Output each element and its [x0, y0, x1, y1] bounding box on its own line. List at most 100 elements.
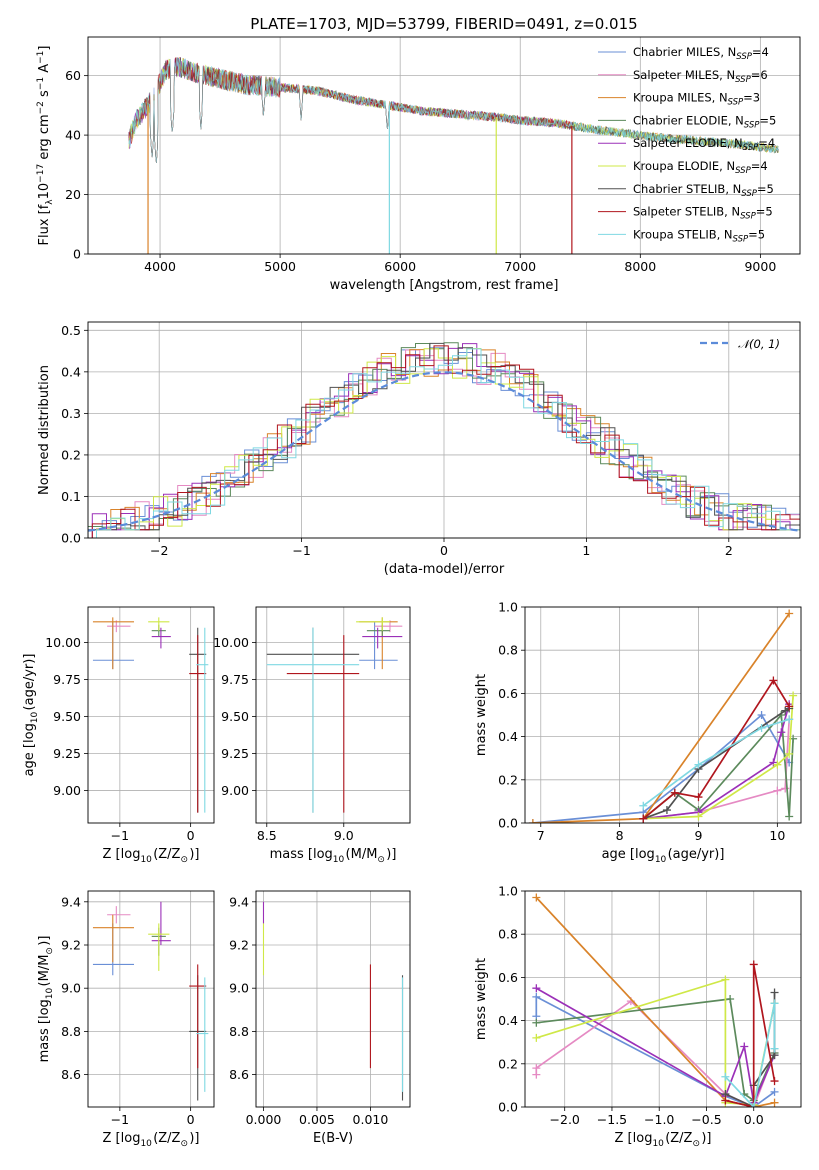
label-part: Z [log — [103, 847, 141, 862]
label-part: SSP — [733, 234, 749, 244]
errorbar-kroupa-stelib — [266, 627, 360, 813]
errorbar-kroupa-elodie — [148, 617, 170, 631]
axes-frame — [255, 606, 411, 824]
label-part: 10 — [37, 183, 52, 200]
weight-line — [725, 992, 776, 1107]
plot-area — [532, 893, 779, 1107]
weight-marker — [777, 728, 786, 737]
weight-marker — [528, 819, 537, 823]
errorbar-chabrier-miles — [92, 923, 135, 976]
label-part: Chabrier ELODIE, N — [633, 113, 744, 127]
legend-label: Chabrier STELIB, NSSP=5 — [633, 182, 774, 199]
x-tick-label: 10 — [769, 828, 785, 843]
x-tick-label: 2 — [725, 543, 733, 558]
label-part: Chabrier STELIB, N — [633, 182, 741, 196]
label-part: s — [37, 90, 52, 101]
label-part: =6 — [751, 68, 768, 82]
x-tick-label: −2 — [150, 543, 168, 558]
x-axis-label: E(B-V) — [313, 1131, 353, 1146]
label-part: 10 — [652, 1139, 664, 1149]
label-part: ⊙ — [45, 947, 55, 955]
y-tick-label: 8.8 — [61, 1024, 81, 1039]
legend-label: Kroupa STELIB, NSSP=5 — [633, 227, 765, 244]
legend-label: Kroupa ELODIE, NSSP=4 — [633, 159, 768, 176]
weight-marker — [789, 691, 798, 700]
weight-marker — [773, 786, 782, 795]
label-part: (age/yr)] — [668, 847, 725, 862]
x-tick-label: −1 — [111, 1112, 129, 1127]
weight-marker — [721, 975, 730, 984]
weight-marker — [694, 760, 703, 769]
label-part: SSP — [741, 189, 757, 199]
grid — [256, 891, 410, 1107]
weight-marker — [532, 984, 541, 993]
plot-area — [92, 617, 209, 813]
y-tick-label: 1.0 — [498, 884, 518, 899]
weight-marker — [785, 702, 794, 711]
legend-label: Chabrier ELODIE, NSSP=5 — [633, 113, 776, 130]
weight-marker — [781, 784, 790, 793]
x-tick-label: −1.5 — [597, 1112, 627, 1127]
grid — [88, 607, 214, 823]
weight-marker — [749, 1103, 758, 1107]
y-tick-label: 0.0 — [498, 816, 518, 831]
axes-weight_vs_Z: −2.0 −1.5 −1.0 −0.5 0.0 0.0 0.2 0.4 0.6 0.8 1.0 Z [… — [474, 884, 802, 1149]
label-part: 10 — [140, 855, 152, 865]
axes-mass_vs_Z: −1 08.68.89.09.29.4Z [log10 (Z/Z⊙ )]mass … — [37, 890, 215, 1149]
x-axis-label: mass [log10 (M/M⊙ )] — [270, 847, 397, 865]
label-part: (data-model)/error — [384, 562, 505, 577]
x-tick-label: 0 — [440, 543, 448, 558]
y-tick-label: 9.0 — [229, 981, 249, 996]
errorbar-salpeter-elodie — [151, 901, 171, 945]
weight-line — [724, 1003, 776, 1107]
weight-marker — [532, 1064, 541, 1073]
x-axis-label: (data-model)/error — [384, 562, 505, 577]
label-part: ⊙ — [180, 1139, 188, 1149]
label-part: age [log — [22, 723, 37, 776]
x-axis-label: Z [log10 (Z/Z⊙ )] — [103, 847, 200, 865]
grid — [256, 607, 410, 823]
label-part: =5 — [748, 227, 765, 241]
label-part: SSP — [744, 120, 760, 130]
weight-marker — [749, 960, 758, 969]
label-part: SSP — [728, 98, 744, 108]
x-tick-label: 1 — [582, 543, 590, 558]
x-tick-label: 0.0 — [744, 1112, 764, 1127]
weight-marker — [721, 1072, 730, 1081]
weight-series-kroupa-miles — [528, 609, 794, 823]
hist-step-salpeter-miles — [91, 349, 800, 538]
x-tick-label: 7000 — [504, 259, 536, 274]
errorbar-kroupa-miles — [359, 617, 398, 670]
y-tick-label: 0.1 — [61, 489, 81, 504]
label-part: (age/yr)] — [22, 654, 37, 711]
y-tick-label: 9.00 — [221, 783, 249, 798]
hist-step-salpeter-stelib — [91, 345, 800, 538]
weight-marker — [726, 995, 735, 1003]
y-tick-label: 0.8 — [498, 927, 518, 942]
x-tick-label: 8000 — [624, 259, 656, 274]
weight-marker — [662, 806, 671, 815]
y-axis-label: mass [log10 (M/M⊙ )] — [37, 936, 55, 1063]
weight-series-kroupa-elodie — [532, 975, 779, 1107]
label-part: 10 — [30, 711, 40, 723]
y-tick-label: 0.4 — [498, 1013, 518, 1028]
label-part: Flux [f — [37, 204, 52, 245]
label-part: SSP — [735, 75, 751, 85]
y-tick-label: 0.0 — [498, 1100, 518, 1115]
weight-marker — [785, 749, 794, 758]
figure-title: PLATE=1703, MJD=53799, FIBERID=0491, z=0… — [250, 15, 637, 33]
weight-line — [642, 678, 790, 820]
weight-series-chabrier-elodie — [532, 995, 779, 1105]
plot-area — [92, 901, 209, 1101]
weight-marker — [785, 609, 794, 618]
label-part: ⊙ — [377, 855, 385, 865]
plot-area — [262, 901, 404, 1101]
weight-marker — [770, 1044, 779, 1053]
weight-marker — [721, 1096, 730, 1105]
y-tick-label: 9.75 — [221, 672, 249, 687]
weight-marker — [532, 893, 541, 902]
errorbar-kroupa-elodie — [148, 923, 170, 971]
weight-series-salpeter-stelib — [721, 960, 779, 1107]
weight-marker — [770, 1077, 779, 1086]
label-part: )] — [386, 847, 396, 862]
